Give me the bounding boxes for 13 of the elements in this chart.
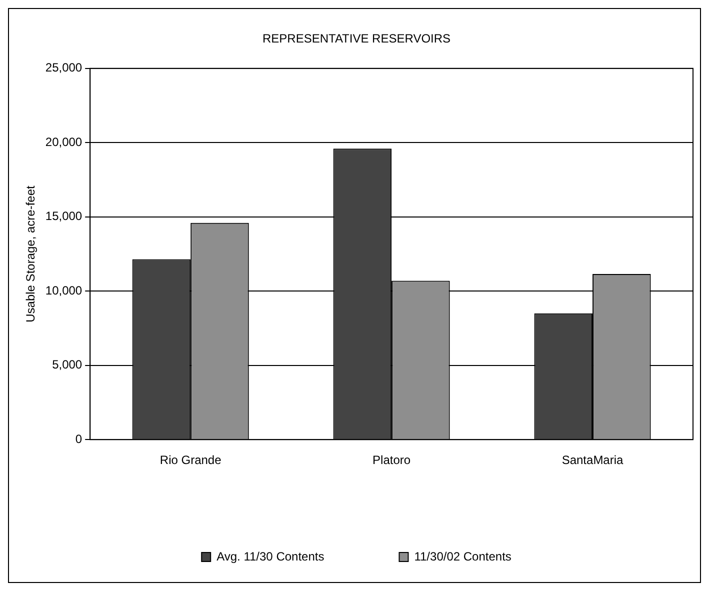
- x-tick-label: Platoro: [372, 453, 411, 468]
- y-tick-label: 25,000: [45, 60, 82, 75]
- y-tick-label: 0: [75, 432, 82, 446]
- y-tick-label: 10,000: [45, 283, 82, 298]
- chart-title: REPRESENTATIVE RESERVOIRS: [262, 32, 451, 46]
- y-tick-label: 5,000: [52, 358, 82, 372]
- y-axis-title: Usable Storage, acre-feet: [24, 184, 38, 322]
- x-tick-label: Rio Grande: [160, 453, 222, 468]
- x-tick-label: SantaMaria: [562, 453, 624, 468]
- legend-label: 11/30/02 Contents: [414, 549, 512, 564]
- y-tick-label: 15,000: [45, 209, 82, 224]
- legend-label: Avg. 11/30 Contents: [216, 549, 324, 564]
- y-tick-label: 20,000: [45, 134, 82, 149]
